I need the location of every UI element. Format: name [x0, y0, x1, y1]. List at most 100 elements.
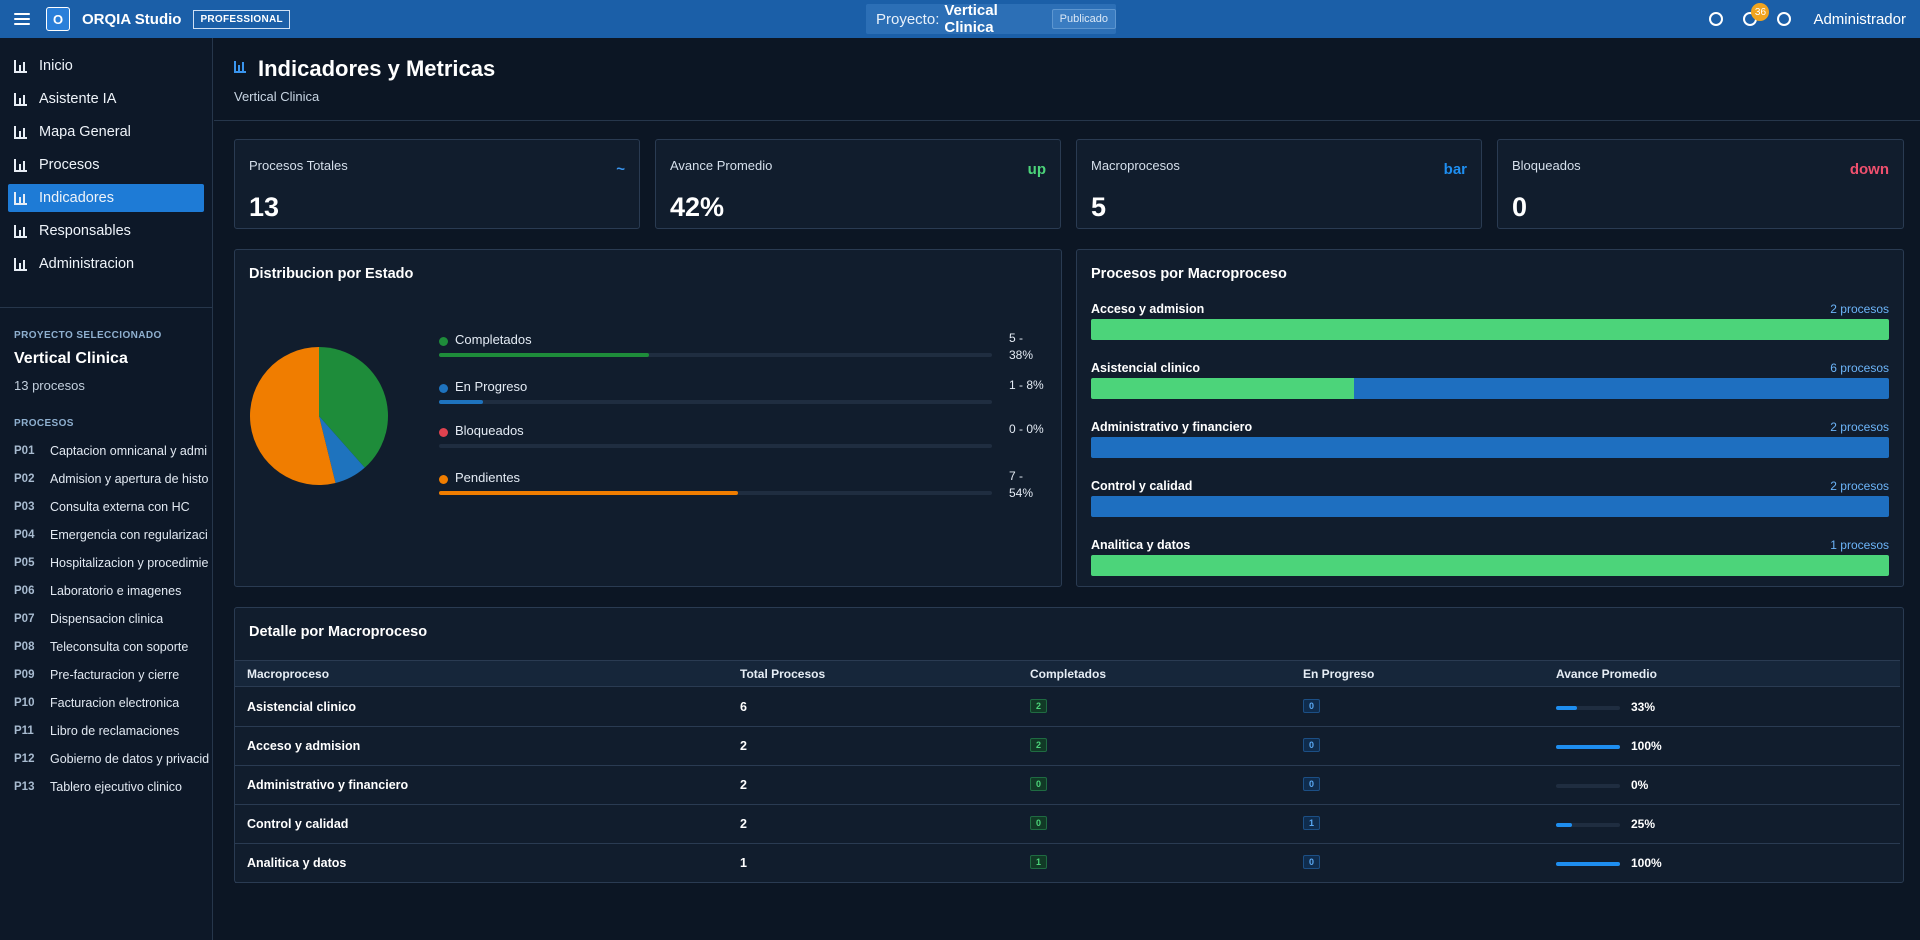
column-header: Macroproceso	[247, 667, 330, 681]
sidebar-item-label: Procesos	[39, 157, 100, 173]
bar-chart-icon	[14, 92, 27, 106]
status-value: 7 -54%	[1009, 468, 1059, 502]
process-list-item[interactable]: P07 Dispensacion clinica	[0, 605, 212, 633]
macroprocess-count: 1 procesos	[1830, 538, 1889, 552]
status-dot	[439, 384, 448, 393]
bar-chart-icon	[14, 125, 27, 139]
trend-icon: down	[1849, 161, 1889, 178]
process-code: P01	[14, 445, 35, 457]
macroprocess-name: Asistencial clinico	[1091, 361, 1201, 375]
sidebar-item-asistente-ia[interactable]: Asistente IA	[8, 85, 204, 113]
progress-label: 25%	[1631, 817, 1656, 831]
project-name: Vertical Clinica	[944, 2, 998, 36]
notifications-icon[interactable]: 36	[1743, 3, 1770, 26]
kpi-value: 13	[249, 192, 280, 222]
status-progress-track	[439, 444, 992, 448]
in-progress-badge: 0	[1303, 855, 1321, 869]
sidebar-item-indicadores[interactable]: Indicadores	[8, 184, 204, 212]
detail-table-card: Detalle por Macroproceso Macroproceso To…	[234, 607, 1904, 883]
process-list-item[interactable]: P13 Tablero ejecutivo clinico	[0, 773, 212, 801]
trend-icon: ~	[616, 161, 625, 178]
process-list-item[interactable]: P11 Libro de reclamaciones	[0, 717, 212, 745]
in-progress-badge: 1	[1303, 816, 1321, 830]
notifications-badge: 36	[1751, 3, 1770, 21]
total-cell: 1	[740, 856, 747, 870]
status-label: Bloqueados	[455, 423, 524, 438]
sidebar-item-responsables[interactable]: Responsables	[8, 217, 204, 245]
process-name: Tablero ejecutivo clinico	[50, 780, 183, 794]
process-list-item[interactable]: P06 Laboratorio e imagenes	[0, 577, 212, 605]
macroprocess-name: Control y calidad	[1091, 479, 1193, 493]
process-code: P09	[14, 669, 35, 681]
bar-chart-icon	[14, 224, 27, 238]
completed-badge: 0	[1030, 777, 1048, 791]
process-list-item[interactable]: P02 Admision y apertura de histo	[0, 465, 212, 493]
macroprocess-row: Administrativo y financiero 2 procesos	[1091, 420, 1889, 468]
process-list-item[interactable]: P10 Facturacion electronica	[0, 689, 212, 717]
selected-project-caption: PROYECTO SELECCIONADO	[14, 330, 162, 341]
macroprocess-bar-remaining	[1091, 437, 1889, 458]
in-progress-badge: 0	[1303, 777, 1321, 791]
kpi-label: Procesos Totales	[249, 158, 348, 173]
sidebar-item-label: Inicio	[39, 58, 73, 74]
kpi-value: 5	[1091, 192, 1107, 222]
macroprocess-cell: Asistencial clinico	[247, 700, 357, 714]
column-header: Completados	[1030, 667, 1107, 681]
sidebar-item-label: Responsables	[39, 223, 131, 239]
progress-fill	[1556, 745, 1620, 749]
process-list-item[interactable]: P05 Hospitalizacion y procedimie	[0, 549, 212, 577]
user-icon[interactable]	[1777, 12, 1792, 26]
kpi-label: Avance Promedio	[670, 158, 773, 173]
process-name: Consulta externa con HC	[50, 500, 190, 514]
process-name: Emergencia con regularizaci	[50, 528, 208, 542]
sidebar: Inicio Asistente IA Mapa General Procesos In…	[0, 38, 213, 940]
selected-project-count: 13 procesos	[14, 378, 85, 393]
progress-track	[1556, 706, 1620, 710]
sidebar-item-label: Mapa General	[39, 124, 131, 140]
table-row: Asistencial clinico 6 2 0 33%	[235, 688, 1900, 727]
macroprocess-count: 2 procesos	[1830, 420, 1889, 434]
progress-track	[1556, 745, 1620, 749]
user-menu[interactable]: Administrador	[1813, 10, 1906, 28]
status-value-count: 7 -	[1009, 469, 1024, 483]
in-progress-badge: 0	[1303, 699, 1321, 713]
status-label: Pendientes	[455, 470, 521, 485]
menu-icon[interactable]	[14, 13, 30, 25]
status-distribution-card: Distribucion por Estado Completados 5 -38…	[234, 249, 1062, 587]
app-title: ORQIA Studio	[82, 10, 182, 28]
trend-icon: bar	[1443, 161, 1467, 178]
process-code: P03	[14, 501, 35, 513]
process-list-item[interactable]: P03 Consulta externa con HC	[0, 493, 212, 521]
completed-badge: 1	[1030, 855, 1048, 869]
column-header: Avance Promedio	[1556, 667, 1657, 681]
process-list-item[interactable]: P04 Emergencia con regularizaci	[0, 521, 212, 549]
sidebar-item-label: Indicadores	[39, 190, 114, 206]
sidebar-item-inicio[interactable]: Inicio	[8, 52, 204, 80]
process-code: P10	[14, 697, 35, 709]
status-progress-fill	[439, 491, 738, 495]
process-list-item[interactable]: P01 Captacion omnicanal y admi	[0, 437, 212, 465]
kpi-value: 0	[1512, 192, 1528, 222]
macroprocess-count: 2 procesos	[1830, 302, 1889, 316]
status-legend-row: En Progreso 1 - 8%	[439, 378, 1059, 419]
macroprocess-cell: Analitica y datos	[247, 856, 347, 870]
sidebar-item-administracion[interactable]: Administracion	[8, 250, 204, 278]
process-code: P13	[14, 781, 35, 793]
process-code: P07	[14, 613, 35, 625]
process-list-item[interactable]: P08 Teleconsulta con soporte	[0, 633, 212, 661]
project-selector[interactable]: Proyecto: Vertical Clinica Publicado	[866, 2, 1116, 36]
table-row: Control y calidad 2 0 1 25%	[235, 805, 1900, 844]
sidebar-item-procesos[interactable]: Procesos	[8, 151, 204, 179]
process-code: P06	[14, 585, 35, 597]
sidebar-divider	[0, 307, 212, 308]
sidebar-item-mapa-general[interactable]: Mapa General	[8, 118, 204, 146]
process-list-item[interactable]: P12 Gobierno de datos y privacid	[0, 745, 212, 773]
table-row: Analitica y datos 1 1 0 100%	[235, 844, 1900, 883]
status-pie-chart	[249, 347, 388, 485]
total-cell: 6	[740, 700, 747, 714]
help-icon[interactable]	[1709, 12, 1724, 26]
process-list-item[interactable]: P09 Pre-facturacion y cierre	[0, 661, 212, 689]
macroprocess-bar-completed	[1091, 555, 1889, 576]
status-dot	[439, 475, 448, 484]
sidebar-nav: Inicio Asistente IA Mapa General Procesos In…	[0, 38, 212, 278]
